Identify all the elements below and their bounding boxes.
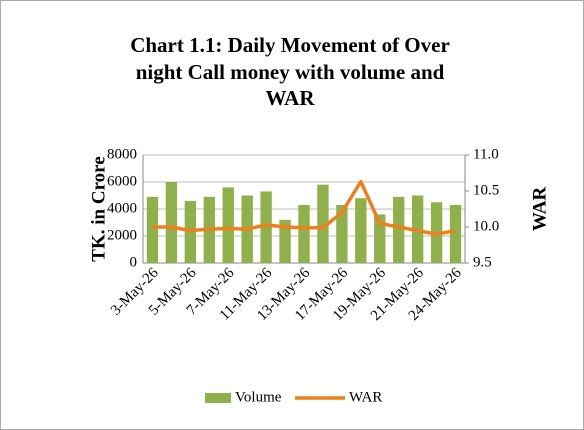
- y-tick-label: 4000: [107, 200, 137, 216]
- chart-title: WAR: [265, 86, 315, 110]
- line: [152, 179, 456, 236]
- y-axis-title: TK. in Crore: [88, 156, 109, 261]
- y2-tick-label: 10.0: [473, 218, 499, 234]
- y-tick-label: 2000: [107, 227, 137, 243]
- bar: [222, 187, 234, 263]
- bar: [260, 191, 272, 263]
- y-tick-label: 0: [130, 254, 138, 270]
- bar: [165, 182, 178, 263]
- bar: [393, 196, 405, 263]
- y2-tick-label: 9.5: [473, 254, 492, 270]
- bar: [449, 204, 462, 263]
- bar: [146, 196, 159, 263]
- y2-tick-label: 10.5: [473, 182, 499, 198]
- legend-label: Volume: [235, 389, 282, 405]
- y2-axis-title: WAR: [529, 187, 550, 232]
- bar: [374, 214, 386, 263]
- y-tick-label: 6000: [107, 173, 137, 189]
- bar: [355, 198, 367, 263]
- y-tick-label: 8000: [107, 146, 137, 162]
- bar: [317, 184, 329, 263]
- legend-swatch: [205, 393, 231, 403]
- chart-title: Chart 1.1: Daily Movement of Over: [130, 33, 450, 57]
- legend-label: WAR: [349, 389, 382, 405]
- y2-tick-label: 11.0: [473, 146, 499, 162]
- chart-title: night Call money with volume and: [136, 60, 445, 84]
- bar: [298, 204, 310, 263]
- bar: [279, 219, 291, 263]
- bar: [336, 204, 348, 263]
